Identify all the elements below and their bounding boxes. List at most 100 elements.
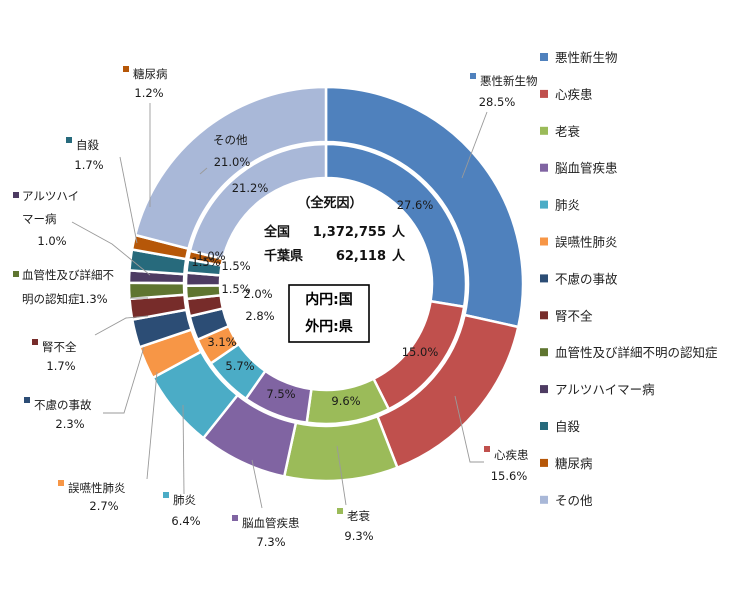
inner-ring-labels: 27.6%15.0%9.6%7.5%5.7%3.1%2.8%2.0%1.5%1.… (191, 181, 438, 408)
inner-label-cat-12: 1.0% (196, 249, 225, 263)
ring-note-box: 内円:国 外円:県 (288, 284, 370, 343)
leader-line-cat-1 (461, 111, 488, 179)
legend-label-cat-4: 脳血管疾患 (555, 161, 618, 176)
legend-label-cat-3: 老衰 (555, 124, 581, 139)
leader-line-cat-13 (199, 167, 208, 175)
legend-swatch-cat-5 (540, 200, 548, 209)
outer-label-value-cat-5: 6.4% (171, 514, 200, 528)
outer-label-name-cat-3: 老衰 (347, 509, 370, 523)
inner-label-cat-10: 1.5% (221, 259, 250, 273)
outer-label-value-cat-2: 15.6% (491, 469, 528, 483)
outer-label-value-cat-3: 9.3% (344, 529, 373, 543)
outer-label-cat-5: 肺炎 6.4% (163, 492, 201, 528)
legend-swatch-cat-10 (540, 385, 548, 394)
inner-ring (184, 142, 468, 426)
legend-item-cat-3: 老衰 (540, 124, 581, 139)
legend-item-cat-11: 自殺 (540, 419, 581, 434)
legend-label-cat-10: アルツハイマー病 (555, 382, 655, 397)
outer-label-marker-cat-13 (203, 132, 209, 138)
legend-item-cat-1: 悪性新生物 (540, 50, 618, 65)
legend-swatch-cat-12 (540, 458, 548, 467)
center-pref-unit: 人 (392, 248, 406, 264)
legend-item-cat-7: 不慮の事故 (540, 271, 618, 286)
legend-swatch-cat-8 (540, 311, 548, 320)
center-national-unit: 人 (392, 224, 406, 240)
outer-label-value-cat-13: 21.0% (214, 155, 251, 169)
outer-label-name-cat-11: 自殺 (76, 138, 99, 152)
outer-label-value-cat-7: 2.3% (55, 417, 84, 431)
outer-label-value-cat-12: 1.2% (134, 86, 163, 100)
outer-label-name-cat-4: 脳血管疾患 (242, 516, 300, 530)
outer-label-name-cat-2: 心疾患 (494, 448, 529, 462)
outer-label-marker-cat-1 (470, 73, 476, 79)
leader-line-cat-3 (336, 445, 347, 506)
inner-label-cat-11: 1.5% (191, 255, 220, 269)
inner-label-cat-1: 27.6% (397, 198, 434, 212)
legend-swatch-cat-6 (540, 237, 548, 246)
leader-line-cat-5 (182, 404, 185, 495)
leader-line-cat-7 (103, 346, 145, 414)
outer-label-value-cat-6: 2.7% (89, 499, 118, 513)
outer-label-name-cat-5: 肺炎 (173, 493, 196, 507)
legend: 悪性新生物心疾患老衰脳血管疾患肺炎誤嚥性肺炎不慮の事故腎不全血管性及び詳細不明の… (540, 50, 718, 508)
outer-label-name-cat-7: 不慮の事故 (34, 398, 92, 412)
center-national-value: 1,372,755 (313, 225, 386, 240)
outer-label-marker-cat-10 (13, 192, 19, 198)
outer-label-value-cat-8: 1.7% (46, 359, 75, 373)
leader-line-cat-6 (146, 371, 158, 480)
inner-slice-cat-9 (184, 284, 222, 301)
outer-slice-cat-1 (324, 85, 525, 329)
outer-slice-cat-13 (133, 85, 328, 251)
outer-label-name-cat-1: 悪性新生物 (480, 74, 538, 88)
center-pref-label: 千葉県 (264, 248, 303, 264)
outer-label-value-cat-9: 1.3% (78, 292, 107, 306)
inner-label-cat-4: 7.5% (266, 387, 295, 401)
outer-label-marker-cat-9 (13, 271, 19, 277)
legend-label-cat-6: 誤嚥性肺炎 (555, 235, 618, 250)
leader-line-cat-4 (251, 459, 263, 509)
outer-slice-cat-9 (127, 281, 186, 301)
legend-label-cat-11: 自殺 (555, 419, 581, 434)
legend-item-cat-8: 腎不全 (540, 308, 593, 323)
outer-label-name-cat-9-line1: 血管性及び詳細不 (22, 268, 114, 282)
outer-ring-labels: 悪性新生物 28.5% 心疾患 15.6% 老衰 9.3% 脳血管疾患 7.3% 肺炎 6.4% 誤… (13, 66, 538, 549)
legend-swatch-cat-11 (540, 422, 548, 430)
leader-line-cat-11 (119, 156, 138, 244)
legend-label-cat-9: 血管性及び詳細不明の認知症 (555, 345, 718, 360)
legend-label-cat-12: 糖尿病 (555, 456, 593, 471)
legend-swatch-cat-7 (540, 274, 548, 283)
inner-slice-cat-13 (188, 142, 328, 261)
outer-label-marker-cat-6 (58, 480, 64, 486)
center-title: （全死因） (297, 195, 362, 211)
legend-swatch-cat-1 (540, 53, 548, 61)
outer-label-marker-cat-7 (24, 397, 30, 403)
outer-label-marker-cat-4 (232, 515, 238, 521)
inner-label-cat-5: 5.7% (225, 359, 254, 373)
outer-label-name-cat-10-line1: アルツハイ (22, 189, 79, 203)
inner-label-cat-3: 9.6% (331, 394, 360, 408)
legend-item-cat-9: 血管性及び詳細不明の認知症 (540, 345, 718, 360)
center-summary: （全死因） 全国 1,372,755 人 千葉県 62,118 人 (263, 195, 406, 264)
outer-label-marker-cat-3 (337, 508, 343, 514)
outer-label-cat-2: 心疾患 15.6% (484, 446, 529, 483)
legend-swatch-cat-4 (540, 163, 548, 172)
outer-label-value-cat-4: 7.3% (256, 535, 285, 549)
outer-label-name-cat-12: 糖尿病 (133, 67, 168, 81)
legend-swatch-cat-9 (540, 348, 548, 357)
legend-label-cat-2: 心疾患 (555, 87, 593, 102)
outer-label-cat-7: 不慮の事故 2.3% (24, 397, 92, 431)
outer-label-value-cat-1: 28.5% (479, 95, 516, 109)
legend-item-cat-4: 脳血管疾患 (540, 161, 618, 176)
leader-lines (71, 103, 488, 509)
legend-swatch-cat-13 (540, 495, 548, 504)
legend-swatch-cat-3 (540, 126, 548, 135)
outer-label-cat-11: 自殺 1.7% (66, 137, 104, 172)
leader-line-cat-8 (94, 315, 149, 336)
outer-label-marker-cat-8 (32, 339, 38, 345)
legend-label-cat-5: 肺炎 (555, 198, 580, 213)
outer-label-marker-cat-12 (123, 66, 129, 72)
ring-note-inner: 内円:国 (305, 291, 353, 308)
outer-label-cat-10: アルツハイマー病 1.0% (13, 189, 79, 248)
